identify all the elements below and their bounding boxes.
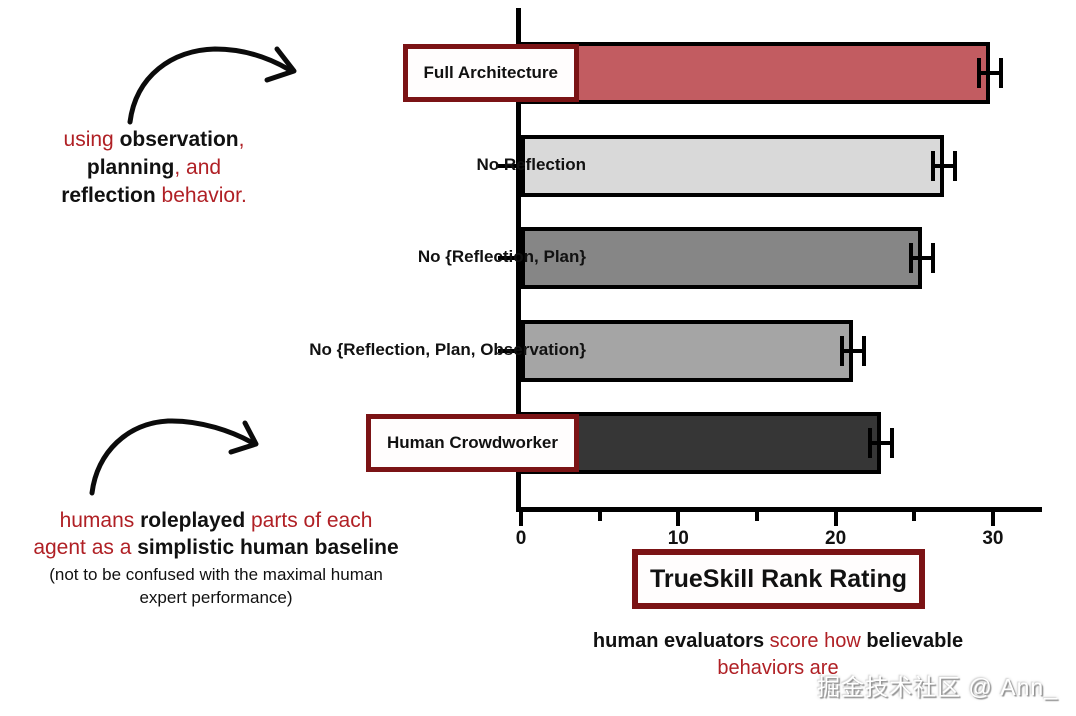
bar-3	[521, 319, 853, 382]
y-tick-2	[498, 256, 516, 260]
annotation-human-baseline-note: (not to be confused with the maximal hum…	[0, 563, 432, 609]
annotation-line: human evaluators score how believable	[592, 630, 964, 652]
annotation-note-line: (not to be confused with the maximal hum…	[49, 565, 383, 584]
error-bar-line-3	[841, 348, 864, 353]
x-axis-title-box: TrueSkill Rank Rating	[632, 549, 925, 609]
annotation-line: humans roleplayed parts of each	[59, 509, 373, 532]
error-bar-cap-left-0	[976, 58, 981, 88]
error-bar-line-0	[978, 71, 1001, 75]
x-major-tick-10	[676, 512, 681, 526]
bar-1	[521, 134, 945, 197]
x-minor-tick-5	[597, 512, 602, 521]
annotation-line: reflection behavior.	[61, 184, 247, 207]
annotation-line: planning, and	[86, 156, 222, 179]
error-bar-cap-left-2	[909, 243, 914, 273]
arrow-top-head	[264, 46, 297, 83]
x-tick-label-10: 10	[667, 528, 689, 549]
error-bar-cap-right-0	[998, 58, 1003, 88]
error-bar-cap-left-4	[868, 427, 873, 458]
error-bar-cap-right-2	[931, 243, 936, 273]
category-label-box-0: Full Architecture	[402, 44, 579, 102]
annotation-line: behaviors are	[717, 657, 839, 679]
category-label-3: No {Reflection, Plan, Observation}	[309, 339, 586, 359]
category-label-box-4: Human Crowdworker	[366, 413, 579, 472]
annotation-agent-behaviors: using observation, planning, and reflectio…	[8, 126, 300, 210]
x-major-tick-0	[519, 512, 523, 526]
x-tick-label-30: 30	[982, 528, 1004, 549]
annotation-human-baseline: humans roleplayed parts of each agent as …	[0, 507, 432, 609]
annotation-note-line: expert performance)	[139, 588, 293, 607]
x-axis-title: TrueSkill Rank Rating	[649, 564, 907, 593]
annotation-line: using observation,	[63, 128, 245, 151]
watermark: 掘金技术社区 @ Ann_	[817, 674, 1058, 700]
error-bar-line-1	[933, 163, 956, 168]
arrow-bottom-head	[228, 420, 259, 455]
x-tick-label-0: 0	[515, 528, 527, 549]
x-tick-label-20: 20	[825, 528, 847, 549]
error-bar-cap-left-3	[839, 335, 844, 366]
y-tick-1	[498, 163, 516, 168]
error-bar-line-4	[870, 440, 893, 445]
annotation-line: agent as a simplistic human baseline	[33, 536, 399, 559]
x-minor-tick-25	[912, 512, 917, 521]
error-bar-cap-right-1	[953, 150, 958, 181]
bar-0	[521, 42, 990, 104]
error-bar-cap-right-4	[890, 427, 895, 458]
error-bar-line-2	[911, 256, 934, 260]
arrow-bottom-curve	[89, 418, 254, 496]
arrow-top-curve	[127, 46, 291, 125]
bar-4	[521, 411, 882, 474]
bar-chart-plot-area	[516, 8, 1042, 512]
annotation-human-baseline-text: humans roleplayed parts of each agent as …	[0, 507, 432, 561]
category-label-1: No Reflection	[476, 154, 586, 174]
category-label-2: No {Reflection, Plan}	[417, 247, 586, 266]
caption-believability: human evaluators score how believable beh…	[558, 628, 998, 682]
x-minor-tick-15	[754, 512, 759, 521]
x-major-tick-20	[833, 512, 838, 526]
error-bar-cap-right-3	[861, 335, 866, 366]
y-tick-3	[498, 348, 516, 353]
x-major-tick-30	[990, 512, 995, 526]
error-bar-cap-left-1	[931, 150, 936, 181]
